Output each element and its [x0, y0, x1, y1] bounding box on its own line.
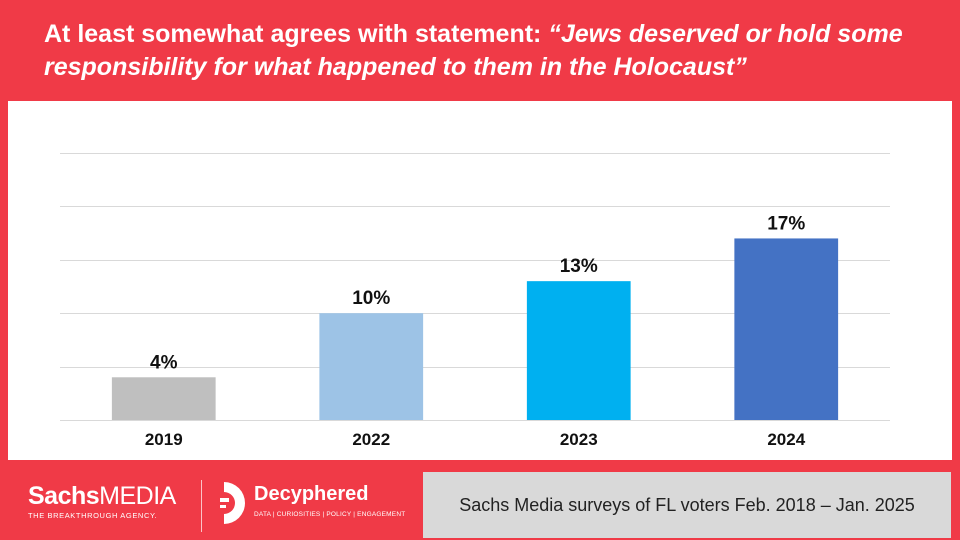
bar-2022 [319, 313, 424, 420]
data-label-2022: 10% [352, 288, 390, 309]
data-labels: 4% 10% 13% 17% [150, 213, 805, 373]
bar-2019 [111, 377, 216, 420]
x-tick-labels: 2019 2022 2023 2024 [145, 430, 806, 449]
footer: SachsMEDIA THE BREAKTHROUGH AGENCY. Decy… [0, 468, 960, 540]
sachs-media-logo: SachsMEDIA THE BREAKTHROUGH AGENCY. [28, 482, 176, 520]
x-tick-2023: 2023 [560, 430, 598, 449]
logo-divider [201, 480, 202, 532]
decyphered-name: Decyphered [254, 483, 369, 505]
sachs-wordmark: SachsMEDIA [28, 482, 176, 510]
bars [111, 238, 839, 420]
title-prefix: At least somewhat agrees with statement: [44, 20, 549, 48]
data-label-2023: 13% [560, 256, 598, 277]
x-tick-2019: 2019 [145, 430, 183, 449]
chart-panel: 4% 10% 13% 17% 2019 2022 2023 2024 [8, 101, 952, 460]
bar-2024 [734, 238, 839, 420]
source-note: Sachs Media surveys of FL voters Feb. 20… [423, 472, 951, 538]
decyphered-tagline: DATA | CURIOSITIES | POLICY | ENGAGEMENT [254, 511, 406, 518]
decyphered-mark-icon [220, 482, 245, 524]
data-label-2024: 17% [767, 213, 805, 234]
title-quote: “Jews deserved or hold some responsibili… [44, 20, 903, 81]
x-tick-2022: 2022 [352, 430, 390, 449]
bar-chart: 4% 10% 13% 17% 2019 2022 2023 2024 [60, 153, 890, 449]
bar-2023 [526, 281, 631, 420]
chart-title: At least somewhat agrees with statement:… [44, 18, 944, 84]
x-tick-2024: 2024 [767, 430, 805, 449]
sachs-tagline: THE BREAKTHROUGH AGENCY. [28, 511, 158, 520]
data-label-2019: 4% [150, 352, 178, 373]
